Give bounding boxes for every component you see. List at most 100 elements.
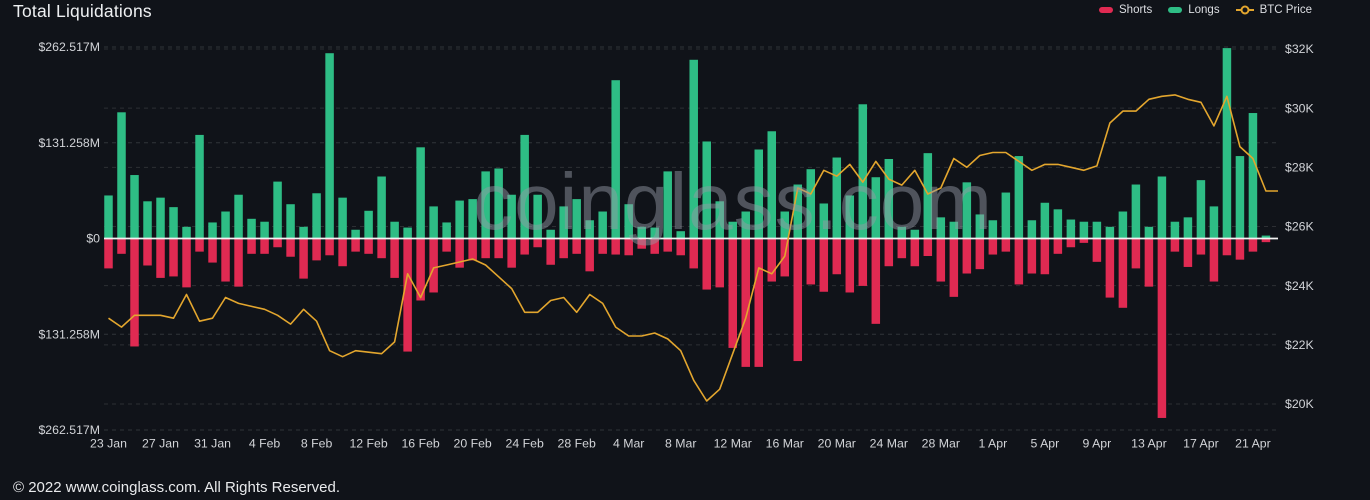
longs-bar[interactable] — [910, 229, 920, 239]
longs-bar[interactable] — [624, 204, 633, 239]
longs-bar[interactable] — [1027, 220, 1037, 239]
longs-bar[interactable] — [650, 227, 659, 239]
shorts-bar[interactable] — [1118, 238, 1128, 308]
longs-bar[interactable] — [1144, 226, 1154, 239]
longs-bar[interactable] — [845, 195, 855, 239]
longs-bar[interactable] — [1183, 217, 1193, 239]
shorts-bar[interactable] — [143, 238, 152, 266]
shorts-bar[interactable] — [299, 238, 308, 279]
longs-bar[interactable] — [637, 226, 646, 239]
shorts-bar[interactable] — [1053, 238, 1063, 254]
shorts-bar[interactable] — [104, 238, 113, 269]
shorts-bar[interactable] — [1183, 238, 1193, 267]
shorts-bar[interactable] — [1001, 238, 1011, 252]
shorts-bar[interactable] — [416, 238, 425, 301]
longs-bar[interactable] — [182, 226, 191, 239]
longs-bar[interactable] — [364, 210, 373, 239]
shorts-bar[interactable] — [637, 238, 646, 249]
shorts-bar[interactable] — [689, 238, 698, 269]
longs-bar[interactable] — [858, 104, 868, 239]
shorts-bar[interactable] — [949, 238, 959, 297]
shorts-bar[interactable] — [585, 238, 594, 272]
longs-bar[interactable] — [793, 184, 803, 239]
shorts-bar[interactable] — [1066, 238, 1076, 248]
longs-bar[interactable] — [676, 231, 685, 239]
shorts-bar[interactable] — [754, 238, 764, 367]
longs-bar[interactable] — [1248, 113, 1258, 239]
longs-bar[interactable] — [1209, 206, 1219, 239]
shorts-bar[interactable] — [481, 238, 490, 259]
shorts-bar[interactable] — [1027, 238, 1037, 274]
longs-bar[interactable] — [1079, 221, 1089, 239]
shorts-bar[interactable] — [520, 238, 529, 255]
shorts-bar[interactable] — [208, 238, 217, 263]
shorts-bar[interactable] — [546, 238, 555, 265]
longs-bar[interactable] — [962, 182, 972, 239]
shorts-bar[interactable] — [455, 238, 464, 268]
shorts-bar[interactable] — [195, 238, 204, 252]
longs-bar[interactable] — [156, 197, 165, 239]
longs-bar[interactable] — [988, 220, 998, 239]
longs-bar[interactable] — [663, 171, 672, 239]
longs-bar[interactable] — [780, 211, 790, 239]
shorts-bar[interactable] — [572, 238, 581, 254]
shorts-bar[interactable] — [1131, 238, 1141, 269]
shorts-bar[interactable] — [312, 238, 321, 261]
longs-bar[interactable] — [234, 194, 243, 239]
shorts-bar[interactable] — [1079, 238, 1089, 243]
shorts-bar[interactable] — [286, 238, 295, 257]
shorts-bar[interactable] — [1196, 238, 1206, 255]
shorts-bar[interactable] — [1261, 238, 1271, 243]
shorts-bar[interactable] — [975, 238, 985, 270]
shorts-bar[interactable] — [663, 238, 672, 252]
longs-bar[interactable] — [767, 131, 777, 239]
shorts-bar[interactable] — [169, 238, 178, 277]
longs-bar[interactable] — [715, 201, 724, 239]
longs-bar[interactable] — [299, 226, 308, 239]
longs-bar[interactable] — [689, 59, 698, 239]
shorts-bar[interactable] — [858, 238, 868, 286]
longs-bar[interactable] — [1131, 184, 1141, 239]
longs-bar[interactable] — [546, 229, 555, 239]
shorts-bar[interactable] — [338, 238, 347, 267]
legend-item-longs[interactable]: Longs — [1168, 4, 1220, 16]
longs-bar[interactable] — [1105, 226, 1115, 239]
longs-bar[interactable] — [1235, 156, 1245, 239]
shorts-bar[interactable] — [988, 238, 998, 255]
longs-bar[interactable] — [598, 211, 607, 239]
shorts-bar[interactable] — [1157, 238, 1167, 418]
shorts-bar[interactable] — [468, 238, 477, 261]
shorts-bar[interactable] — [273, 238, 282, 248]
shorts-bar[interactable] — [351, 238, 360, 252]
longs-bar[interactable] — [871, 177, 881, 239]
longs-bar[interactable] — [884, 158, 894, 239]
shorts-bar[interactable] — [624, 238, 633, 256]
longs-bar[interactable] — [949, 221, 959, 239]
shorts-bar[interactable] — [1248, 238, 1258, 252]
longs-bar[interactable] — [208, 222, 217, 239]
longs-bar[interactable] — [572, 199, 581, 239]
shorts-bar[interactable] — [533, 238, 542, 248]
longs-bar[interactable] — [832, 157, 842, 239]
shorts-bar[interactable] — [715, 238, 724, 288]
longs-bar[interactable] — [1040, 202, 1050, 239]
longs-bar[interactable] — [754, 149, 764, 239]
shorts-bar[interactable] — [234, 238, 243, 287]
shorts-bar[interactable] — [1235, 238, 1245, 260]
longs-bar[interactable] — [260, 221, 269, 239]
longs-bar[interactable] — [520, 134, 529, 239]
shorts-bar[interactable] — [702, 238, 711, 290]
shorts-bar[interactable] — [936, 238, 946, 282]
longs-bar[interactable] — [130, 175, 139, 239]
longs-bar[interactable] — [585, 220, 594, 239]
longs-bar[interactable] — [429, 206, 438, 239]
shorts-bar[interactable] — [130, 238, 139, 347]
longs-bar[interactable] — [325, 53, 334, 239]
longs-bar[interactable] — [923, 153, 933, 239]
shorts-bar[interactable] — [403, 238, 412, 352]
shorts-bar[interactable] — [767, 238, 777, 282]
longs-bar[interactable] — [936, 217, 946, 239]
longs-bar[interactable] — [611, 80, 620, 239]
shorts-bar[interactable] — [559, 238, 568, 259]
longs-bar[interactable] — [468, 199, 477, 239]
